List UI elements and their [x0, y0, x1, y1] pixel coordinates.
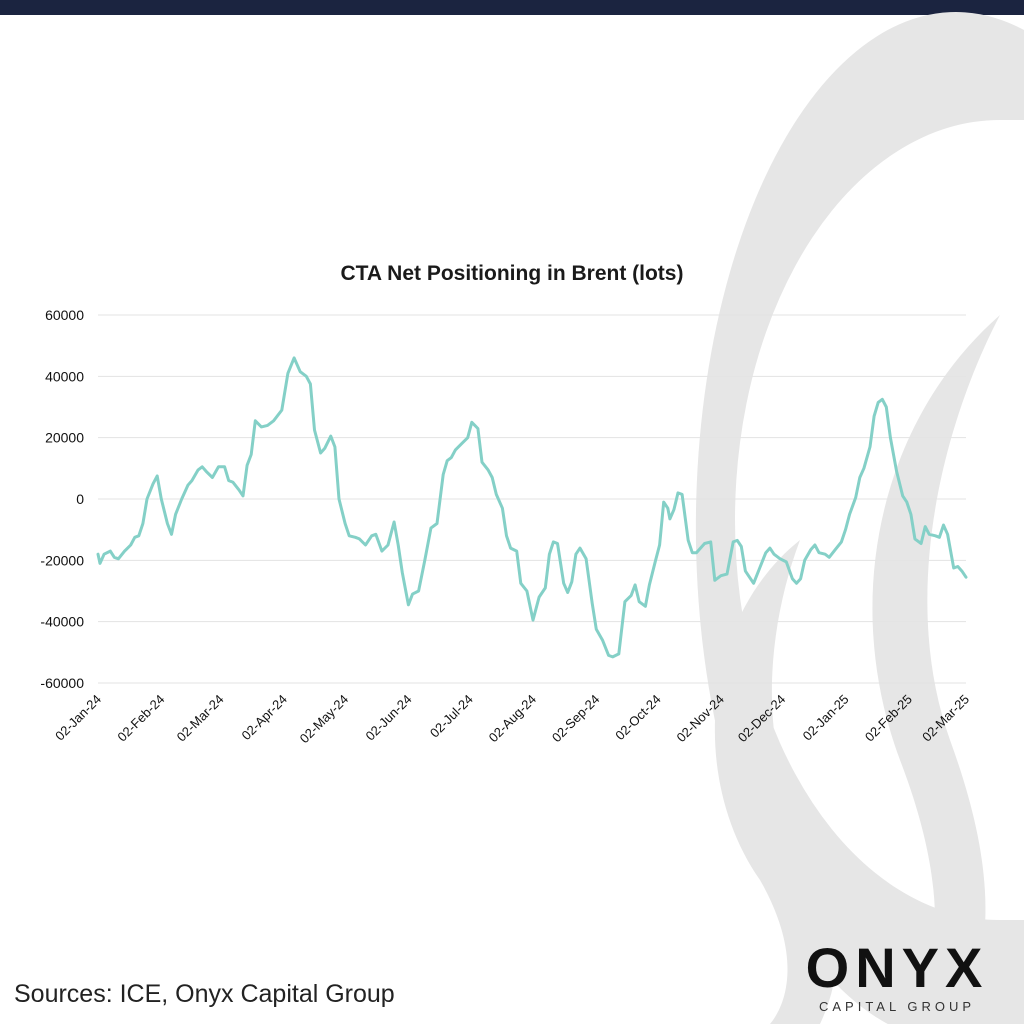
brand-subtitle: CAPITAL GROUP	[818, 999, 976, 1014]
x-tick-label: 02-Apr-24	[238, 692, 289, 743]
y-tick-label: 40000	[45, 368, 84, 384]
y-axis: 60000 40000 20000 0 -20000 -40000 -60000	[40, 307, 84, 691]
y-tick-label: -20000	[40, 552, 84, 568]
y-tick-label: 20000	[45, 430, 84, 446]
series-line	[96, 356, 968, 659]
y-tick-label: 60000	[45, 307, 84, 323]
series-layer	[96, 356, 968, 659]
x-axis: 02-Jan-24 02-Feb-24 02-Mar-24 02-Apr-24 02-M…	[52, 692, 972, 747]
x-tick-label: 02-Jan-25	[800, 692, 852, 744]
x-tick-label: 02-Feb-24	[114, 692, 167, 745]
x-tick-label: 02-Dec-24	[735, 692, 789, 746]
x-tick-label: 02-Jul-24	[427, 692, 476, 741]
x-tick-label: 02-Jan-24	[52, 692, 104, 744]
x-tick-label: 02-May-24	[297, 692, 352, 747]
watermark-flame-left	[714, 540, 837, 1024]
x-tick-label: 02-Mar-24	[174, 692, 227, 745]
brand-logo: ONYX CAPITAL GROUP	[786, 936, 1008, 1020]
x-tick-label: 02-Aug-24	[486, 692, 540, 746]
y-tick-label: -60000	[40, 675, 84, 691]
brand-name: ONYX	[805, 936, 989, 999]
y-tick-label: -40000	[40, 614, 84, 630]
y-tick-label: 0	[76, 491, 84, 507]
x-tick-label: 02-Nov-24	[674, 692, 728, 746]
watermark-flame-right	[872, 315, 1000, 1024]
sources-note: Sources: ICE, Onyx Capital Group	[14, 980, 395, 1008]
x-tick-label: 02-Jun-24	[363, 692, 415, 744]
x-tick-label: 02-Sep-24	[549, 692, 603, 746]
chart-title: CTA Net Positioning in Brent (lots)	[340, 262, 684, 285]
grid-layer	[98, 314, 966, 684]
x-tick-label: 02-Mar-25	[919, 692, 972, 745]
x-tick-label: 02-Feb-25	[862, 692, 915, 745]
x-tick-label: 02-Oct-24	[612, 692, 663, 743]
top-bar	[0, 0, 1024, 15]
